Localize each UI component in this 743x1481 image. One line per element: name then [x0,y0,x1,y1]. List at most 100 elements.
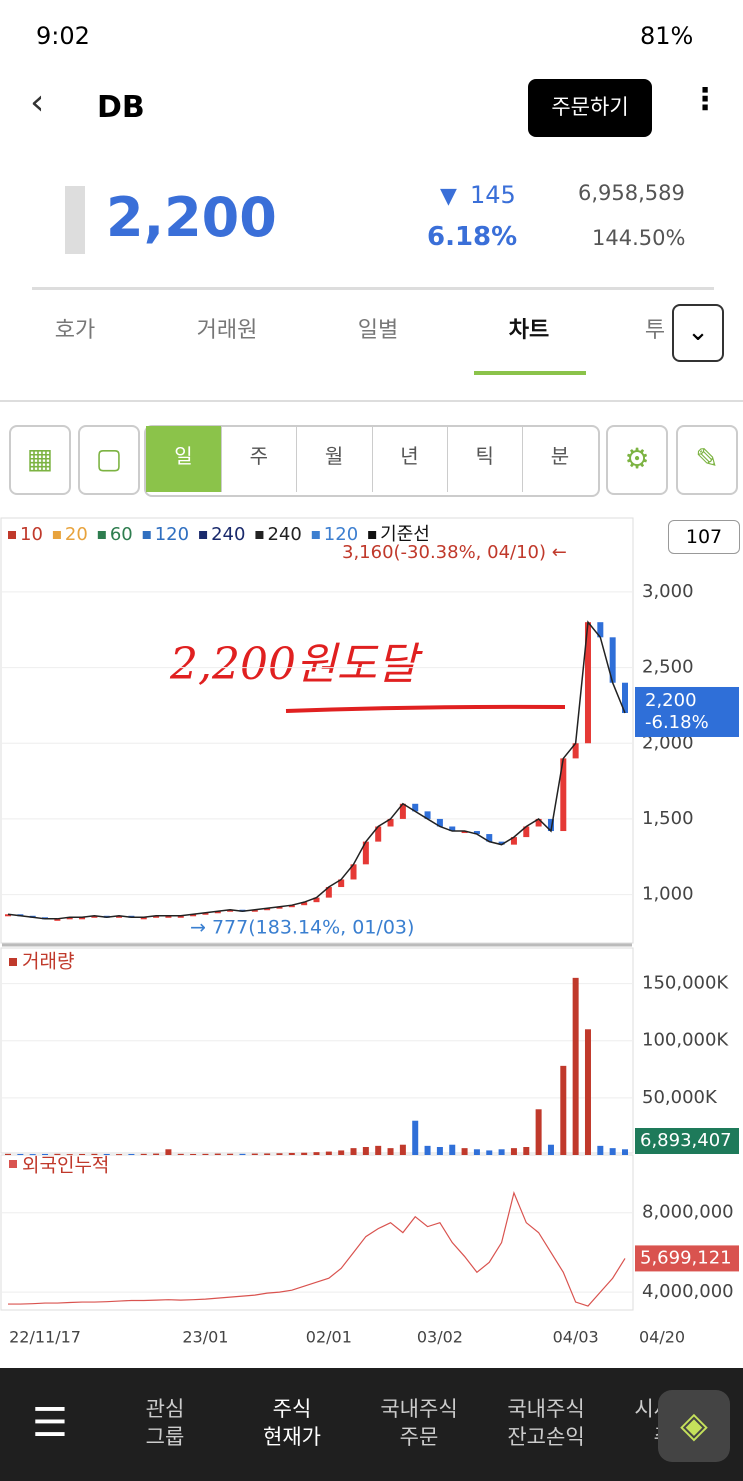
candle [622,682,628,713]
menu-button[interactable]: ⋮ [690,82,720,117]
order-button[interactable]: 주문하기 [528,79,652,137]
legend-label: 60 [110,524,133,545]
back-button[interactable]: ‹ [30,82,45,123]
legend-swatch [52,531,61,539]
candle [190,914,197,917]
panel-title: 거래량 [22,951,74,973]
last-value-tag [635,1245,739,1272]
candle [214,911,221,914]
battery: 81% [640,22,694,50]
candle [424,811,431,819]
volume-bar [535,1109,542,1155]
legend-swatch [97,531,106,539]
period-button[interactable]: 분 [550,444,570,468]
volume-bar [560,1065,567,1155]
y-tick-label: 50,000K [642,1087,718,1108]
count-box[interactable]: 107 [668,520,740,554]
nav-item[interactable]: 주문 [399,1425,439,1449]
period-button[interactable]: 년 [372,426,448,492]
candle [486,834,493,842]
period-button[interactable]: 월 [297,426,373,492]
candle [597,622,604,638]
volume-bar [116,1154,123,1156]
nav-item[interactable]: 관심 [145,1397,185,1421]
y-tick-label: 4,000,000 [642,1281,734,1302]
x-tick-label: 22/11/17 [9,1328,81,1347]
period-button[interactable]: 일 [146,426,222,492]
y-tick-label: 150,000K [642,973,729,994]
settings-button[interactable]: ⚙ [606,425,668,495]
volume-bar [350,1148,357,1155]
volume-bar [325,1151,332,1155]
divider [0,400,743,402]
last-value-label: 6,893,407 [640,1130,732,1151]
layers-button[interactable]: ◈ [658,1390,730,1462]
y-tick-label: 2,500 [642,657,694,678]
nav-item[interactable]: 주식 [272,1397,312,1421]
stock-name[interactable]: DB [97,90,145,125]
legend-swatch [9,1160,17,1168]
layout-button[interactable]: ▦ [9,425,71,495]
last-value-tag [635,1128,739,1154]
volume-bar [214,1153,221,1155]
volume-bar [313,1152,320,1155]
tool-button[interactable]: ✎ [676,425,738,495]
candle [412,803,419,812]
candle [584,622,591,744]
legend-label: 120 [155,524,189,545]
volume-bar [584,1029,591,1155]
candle [523,826,530,838]
tab[interactable]: 거래원 [196,318,258,343]
change: 145 [470,181,516,209]
volume-bar [486,1150,493,1155]
candle [91,915,98,918]
volume-bar [473,1149,480,1155]
tab-expand[interactable]: ⌄ [672,304,724,362]
legend-swatch [199,531,208,539]
nav-item[interactable]: 국내주식 [507,1397,585,1421]
nav-item[interactable]: 잔고손익 [507,1425,585,1449]
tab[interactable]: 호가 [54,318,96,343]
tab[interactable]: 일별 [357,318,399,343]
change-rate: 6.18% [427,222,518,252]
change-arrow: ▼ [440,184,457,209]
nav-item[interactable]: 국내주식 [380,1397,458,1421]
candle [202,912,209,915]
candle [276,906,283,909]
volume-ratio: 144.50% [592,226,686,250]
y-tick-label: 3,000 [642,581,694,602]
volume-bar [622,1149,628,1155]
volume-bar [338,1150,345,1155]
legend-swatch [8,531,16,539]
volume-bar [128,1153,135,1155]
volume: 6,958,589 [578,181,685,205]
legend-swatch [255,531,264,539]
fullscreen-button[interactable]: ▢ [78,425,140,495]
candle [609,637,616,683]
volume-bar [288,1152,295,1155]
legend-swatch [9,958,17,966]
tab-indicator [474,371,586,375]
foreign-line [8,1190,626,1307]
volume-bar [165,1149,172,1155]
panel-title: 외국인누적 [22,1155,109,1177]
candle [227,909,234,912]
candle [473,831,480,835]
period-button[interactable]: 틱 [447,426,524,492]
tab[interactable]: 투 [644,318,666,343]
period-button[interactable]: 주 [221,426,298,492]
nav-item[interactable]: 현재가 [263,1425,321,1449]
candle [288,905,295,908]
volume-bar [609,1148,616,1155]
mini-candle [65,186,85,254]
candle [461,831,468,834]
candle [116,915,123,918]
nav-item[interactable]: 그룹 [145,1425,185,1449]
legend-swatch [368,531,377,539]
tab[interactable]: 차트 [508,318,550,343]
x-tick-label: 04/20 [639,1328,685,1347]
volume-bar [153,1153,160,1155]
menu-icon[interactable]: ☰ [32,1400,68,1446]
volume-bar [239,1153,246,1155]
x-tick-label: 02/01 [306,1328,352,1347]
